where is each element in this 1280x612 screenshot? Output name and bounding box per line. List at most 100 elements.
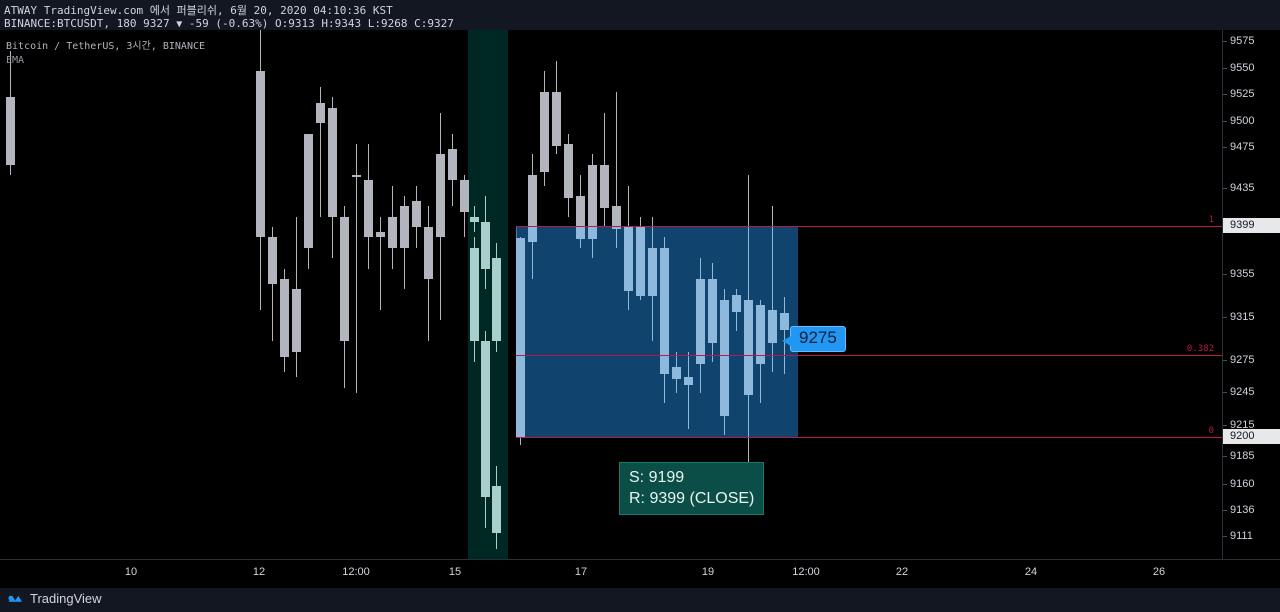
candle-wick [532, 226, 533, 279]
candlestick [516, 30, 525, 559]
footer-bar: TradingView [0, 588, 1280, 612]
candle-wick [616, 92, 617, 226]
candle-body [624, 227, 633, 292]
support-resistance-note[interactable]: S: 9199 R: 9399 (CLOSE) [619, 462, 765, 515]
high-label: H: [321, 17, 335, 30]
candle-body [268, 237, 277, 285]
fib-level-line[interactable] [516, 355, 1222, 356]
candle-body [412, 201, 421, 228]
candle-wick [640, 216, 641, 226]
note-resistance-line: R: 9399 (CLOSE) [629, 490, 755, 507]
candle-wick [520, 437, 521, 445]
chart-plot-area[interactable]: Bitcoin / TetherUS, 3시간, BINANCE EMA 1 0.… [0, 30, 1222, 559]
candlestick [732, 30, 741, 559]
candlestick [528, 30, 537, 559]
candle-wick [616, 226, 617, 248]
candlestick [660, 30, 669, 559]
candlestick [780, 30, 789, 559]
change-percent: (-0.63%) [215, 17, 269, 30]
candle-body [304, 133, 313, 248]
symbol-ohlc-line: BINANCE:BTCUSDT, 180 9327 ▼ -59 (-0.63%)… [4, 17, 454, 30]
fib-level-line[interactable] [516, 437, 1222, 438]
candle-body [292, 289, 301, 352]
price-tag-value: 9275 [799, 328, 837, 347]
tradingview-logo-icon [8, 595, 22, 602]
candlestick [744, 30, 753, 559]
candle-body [696, 278, 705, 364]
price-axis-tick: 9245 [1223, 386, 1254, 398]
candle-body [720, 299, 729, 416]
candle-body [516, 238, 525, 437]
price-axis-tick: 9435 [1223, 182, 1254, 194]
fib-level-line[interactable] [516, 226, 1222, 227]
candle-body [448, 149, 457, 181]
candle-body [528, 226, 537, 242]
candle-body [481, 341, 490, 497]
candlestick [470, 30, 479, 559]
candlestick [448, 30, 457, 559]
tick-dash [1223, 274, 1227, 275]
time-axis[interactable]: 10 12 12:00 15 17 19 12:00 22 24 26 [0, 559, 1280, 589]
candlestick [388, 30, 397, 559]
price-tag-pointer [782, 336, 791, 346]
candle-wick [688, 351, 689, 430]
tick-dash [1223, 188, 1227, 189]
candle-body [256, 71, 265, 238]
tick-dash [1223, 510, 1227, 511]
candle-body [552, 92, 561, 147]
change-absolute: -59 [188, 17, 209, 30]
time-axis-tick: 19 [701, 566, 715, 578]
candle-body [540, 92, 549, 173]
candlestick [612, 30, 621, 559]
period-label: 180 [116, 17, 137, 30]
tick-dash [1223, 68, 1227, 69]
chart-header: ATWAY TradingView.com 에서 퍼블리쉬, 6월 20, 20… [0, 0, 1280, 30]
candlestick [708, 30, 717, 559]
close-label: C: [414, 17, 428, 30]
candle-body [460, 180, 469, 212]
candlestick [364, 30, 373, 559]
candle-wick [380, 216, 381, 311]
candlestick [756, 30, 765, 559]
candlestick [636, 30, 645, 559]
price-axis-tick: 9160 [1223, 478, 1254, 490]
candlestick [492, 30, 501, 559]
price-axis-tick: 9500 [1223, 115, 1254, 127]
time-axis-tick: 12:00 [342, 566, 370, 578]
candle-body [744, 299, 753, 396]
candle-wick [772, 206, 773, 226]
candle-body [376, 232, 385, 238]
time-axis-tick: 12:00 [792, 566, 820, 578]
candlestick [280, 30, 289, 559]
candlestick [436, 30, 445, 559]
tick-dash [1223, 317, 1227, 318]
fib-level-label: 0.382 [1186, 344, 1214, 354]
candlestick [492, 30, 501, 559]
candlestick [256, 30, 265, 559]
candle-body [780, 313, 789, 330]
candle-body [612, 226, 621, 230]
candle-body [316, 102, 325, 124]
candle-wick [652, 216, 653, 226]
candlestick [481, 30, 490, 559]
time-axis-tick: 15 [448, 566, 462, 578]
candle-body [340, 216, 349, 342]
publish-info: ATWAY TradingView.com 에서 퍼블리쉬, 6월 20, 20… [4, 4, 393, 17]
legend-title: Bitcoin / TetherUS, 3시간, BINANCE [6, 41, 206, 52]
candle-body [768, 310, 777, 344]
candlestick [470, 30, 479, 559]
time-axis-tick: 17 [574, 566, 588, 578]
tick-dash [1223, 147, 1227, 148]
price-axis[interactable]: 9575 9550 9525 9500 9475 9435 9355 9315 9275 9245… [1222, 30, 1280, 559]
low-value: 9268 [380, 17, 408, 30]
price-axis-tick: 9185 [1223, 450, 1254, 462]
last-price: 9327 [143, 17, 170, 30]
candle-wick [628, 185, 629, 226]
time-axis-tick: 10 [124, 566, 138, 578]
candle-body [564, 144, 573, 198]
candle-body [756, 304, 765, 364]
price-tag-drawing[interactable]: 9275 [782, 326, 846, 352]
candlestick [588, 30, 597, 559]
candle-body [470, 247, 479, 342]
candlestick [684, 30, 693, 559]
